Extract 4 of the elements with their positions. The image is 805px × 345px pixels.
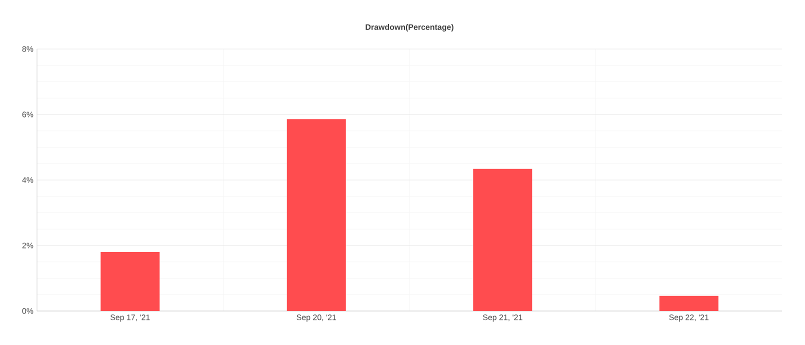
- bar: [473, 168, 532, 311]
- bar: [100, 252, 160, 311]
- bar: [286, 119, 346, 311]
- bar: [659, 296, 718, 311]
